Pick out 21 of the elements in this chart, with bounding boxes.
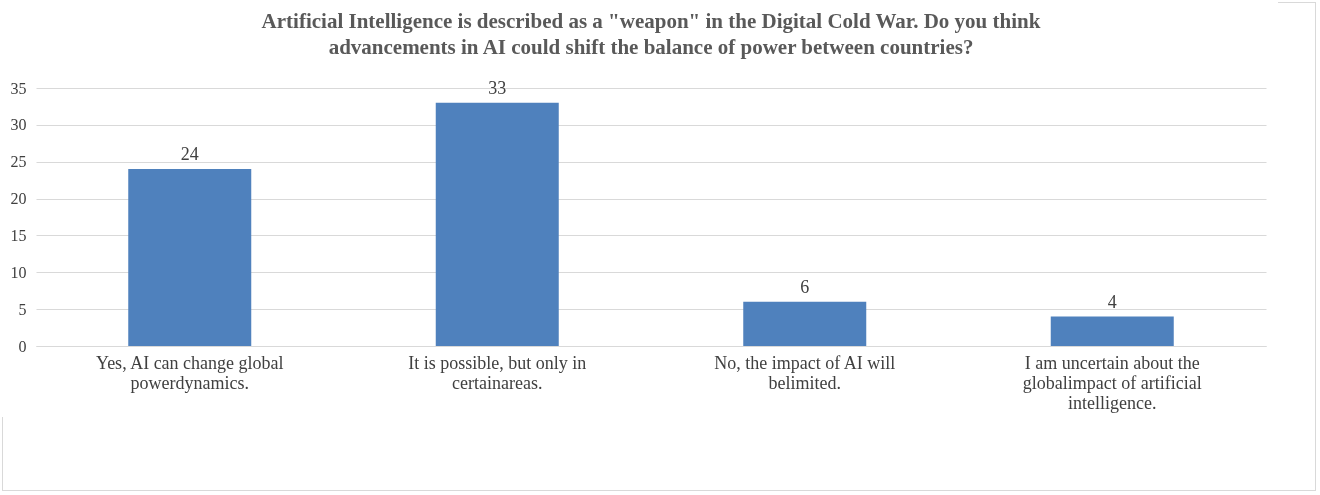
- data-label: 33: [488, 77, 507, 98]
- bar: [435, 102, 559, 346]
- x-tick-label: No, the impact of AI will belimited.: [714, 352, 896, 393]
- x-tick-label: Yes, AI can change global powerdynamics.: [95, 352, 284, 393]
- y-tick-label: 10: [10, 263, 27, 281]
- y-tick-label: 25: [10, 153, 27, 171]
- chart-title: Artificial Intelligence is described as a "weapon" in the Digital Cold War. Do you think advancements in AI could shift the balance of power between countries?: [261, 8, 1041, 59]
- bar: [743, 301, 867, 346]
- y-tick-label: 30: [10, 116, 27, 134]
- data-label: 4: [1107, 291, 1117, 312]
- y-tick-label: 35: [10, 79, 27, 97]
- bar: [128, 169, 252, 346]
- data-label: 6: [800, 276, 810, 297]
- y-tick-label: 0: [18, 337, 27, 355]
- y-tick-label: 20: [10, 190, 27, 208]
- x-tick-label: It is possible, but only in certainareas.: [408, 352, 587, 393]
- y-tick-label: 5: [18, 300, 27, 318]
- y-tick-label: 15: [10, 226, 27, 244]
- x-tick-label: I am uncertain about the globalimpact of artificial intelligence.: [1022, 352, 1202, 413]
- bar: [1050, 316, 1174, 346]
- data-label: 24: [180, 144, 199, 165]
